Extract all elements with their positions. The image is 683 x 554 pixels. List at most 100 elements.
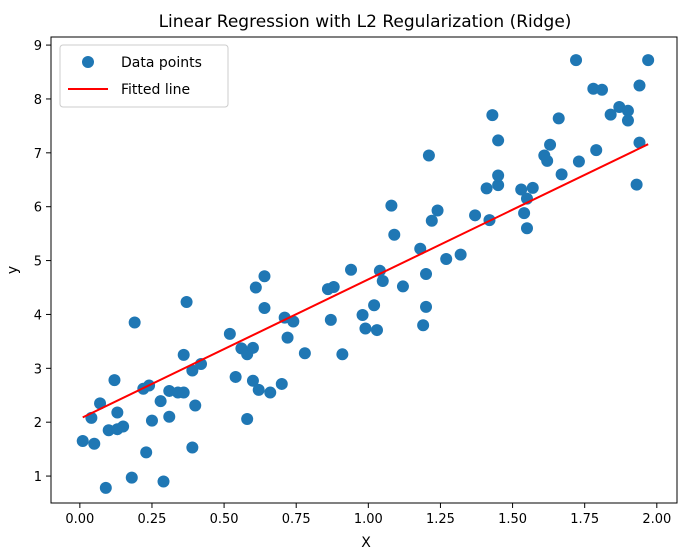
x-tick-label: 0.50 (210, 512, 239, 527)
data-point (621, 114, 634, 127)
y-tick-label: 2 (34, 416, 42, 431)
axis-ticks: 0.00 0.25 0.50 0.75 1.00 1.25 1.50 1.75 2.00 1 2 3 4… (34, 39, 672, 527)
data-point (417, 319, 430, 332)
data-point (128, 316, 141, 329)
data-point (145, 414, 158, 427)
x-tick-label: 1.00 (354, 512, 383, 527)
data-point (88, 437, 101, 450)
data-point (281, 331, 294, 344)
data-point (431, 204, 444, 217)
data-point (633, 136, 646, 149)
data-point (345, 263, 358, 276)
data-point (99, 481, 112, 494)
data-point (76, 435, 89, 448)
chart-title: Linear Regression with L2 Regularization… (159, 12, 572, 32)
y-tick-label: 5 (34, 255, 42, 270)
legend-marker-data-points (82, 56, 94, 68)
data-point (241, 412, 254, 425)
data-point (420, 300, 433, 313)
data-point (258, 301, 271, 314)
x-tick-label: 0.25 (137, 512, 166, 527)
data-point (94, 397, 107, 410)
data-point (388, 228, 401, 241)
y-tick-label: 6 (34, 201, 42, 216)
data-point (621, 104, 634, 117)
data-point (264, 386, 277, 399)
y-tick-label: 4 (34, 308, 42, 323)
data-point (223, 327, 236, 340)
data-point (385, 199, 398, 212)
data-point (108, 374, 121, 387)
data-point (180, 296, 193, 309)
data-point (492, 179, 505, 192)
legend-label-fitted-line: Fitted line (121, 82, 190, 98)
x-tick-label: 1.75 (570, 512, 599, 527)
data-point (252, 383, 265, 396)
data-point (111, 406, 124, 419)
data-point (368, 299, 381, 312)
data-point (186, 441, 199, 454)
x-tick-label: 1.50 (498, 512, 527, 527)
data-point (604, 108, 617, 121)
data-point (518, 207, 531, 220)
data-point (544, 138, 557, 151)
data-point (258, 270, 271, 283)
fitted-line (82, 143, 649, 419)
data-point (440, 252, 453, 265)
plot-area (76, 54, 655, 494)
y-tick-label: 9 (34, 39, 42, 54)
data-point (480, 182, 493, 195)
data-point (642, 54, 655, 67)
legend-label-data-points: Data points (121, 55, 202, 71)
data-point (249, 281, 262, 294)
data-point (287, 315, 300, 328)
data-point (246, 341, 259, 354)
data-point (298, 347, 311, 360)
data-point (324, 313, 337, 326)
data-point (420, 268, 433, 281)
data-point (630, 178, 643, 191)
data-point (486, 109, 499, 122)
plot-frame (50, 36, 678, 504)
data-point (246, 374, 259, 387)
data-point (396, 280, 409, 293)
x-tick-label: 0.00 (65, 512, 94, 527)
data-point (370, 324, 383, 337)
data-point (425, 214, 438, 227)
data-point (414, 242, 427, 255)
data-point (154, 395, 167, 408)
data-point (373, 264, 386, 277)
data-point (633, 79, 646, 92)
data-point (572, 155, 585, 168)
data-point (336, 348, 349, 361)
data-point (422, 149, 435, 162)
x-axis-label: X (361, 535, 371, 551)
legend-box (59, 44, 229, 108)
data-point (186, 364, 199, 377)
data-point (140, 446, 153, 459)
data-point (177, 348, 190, 361)
data-point (359, 322, 372, 335)
data-point (555, 168, 568, 181)
x-tick-label: 2.00 (642, 512, 671, 527)
data-point (492, 169, 505, 182)
data-point (125, 471, 138, 484)
data-point (163, 410, 176, 423)
data-point (356, 308, 369, 321)
data-point (275, 377, 288, 390)
data-point (520, 222, 533, 235)
data-point (469, 209, 482, 222)
data-point (376, 275, 389, 288)
y-axis-label: y (5, 266, 21, 274)
data-point (454, 248, 467, 261)
data-point (177, 386, 190, 399)
data-point (229, 370, 242, 383)
x-tick-label: 0.75 (282, 512, 311, 527)
data-point (327, 280, 340, 293)
data-point (515, 183, 528, 196)
data-point (157, 475, 170, 488)
data-point (189, 399, 202, 412)
y-tick-label: 1 (34, 470, 42, 485)
x-tick-label: 1.25 (426, 512, 455, 527)
